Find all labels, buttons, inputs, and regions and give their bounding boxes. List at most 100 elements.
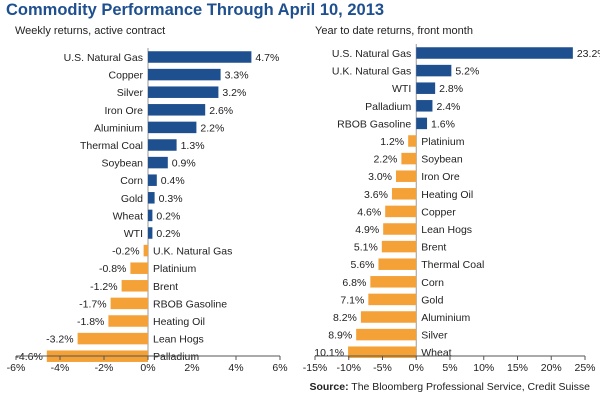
ytd-x-tick-label: 10% bbox=[473, 362, 494, 374]
weekly-value-label: 0.4% bbox=[161, 175, 185, 187]
ytd-category-label: Iron Ore bbox=[421, 171, 460, 183]
ytd-bar bbox=[370, 276, 417, 288]
weekly-bar bbox=[148, 86, 219, 98]
ytd-value-label: 3.6% bbox=[364, 189, 388, 201]
weekly-x-tick-label: 0% bbox=[140, 362, 155, 374]
weekly-x-tick-label: 6% bbox=[272, 362, 287, 374]
weekly-x-tick-label: 4% bbox=[228, 362, 243, 374]
weekly-value-label: 3.3% bbox=[225, 70, 249, 82]
ytd-bar bbox=[401, 152, 417, 165]
ytd-bar bbox=[368, 293, 417, 306]
ytd-category-label: Copper bbox=[421, 206, 456, 218]
weekly-value-label: 1.3% bbox=[181, 140, 205, 152]
weekly-category-label: Aluminium bbox=[94, 122, 143, 134]
page-title: Commodity Performance Through April 10, … bbox=[6, 1, 385, 19]
ytd-x-tick-label: -10% bbox=[336, 362, 361, 374]
ytd-bar bbox=[416, 100, 433, 112]
weekly-value-label: 0.2% bbox=[156, 210, 180, 222]
ytd-value-label: 5.1% bbox=[354, 242, 378, 254]
weekly-value-label: 4.7% bbox=[255, 52, 279, 64]
weekly-category-label: WTI bbox=[124, 228, 143, 240]
weekly-bar bbox=[148, 192, 155, 204]
weekly-category-label: Soybean bbox=[102, 158, 144, 170]
weekly-bar bbox=[148, 139, 177, 151]
ytd-bar bbox=[381, 240, 417, 253]
weekly-x-tick-label: -2% bbox=[95, 362, 114, 374]
ytd-value-label: 5.2% bbox=[455, 66, 479, 78]
ytd-category-label: U.K. Natural Gas bbox=[332, 66, 411, 78]
weekly-value-label: 2.6% bbox=[209, 105, 233, 117]
weekly-value-label: 0.9% bbox=[172, 158, 196, 170]
chart-left-subtitle: Weekly returns, active contract bbox=[15, 25, 166, 37]
ytd-value-label: 1.6% bbox=[431, 118, 455, 130]
ytd-x-tick-label: -5% bbox=[373, 362, 392, 374]
ytd-value-label: 10.1% bbox=[314, 347, 344, 359]
weekly-category-label: U.S. Natural Gas bbox=[64, 52, 143, 64]
ytd-x-tick-label: 15% bbox=[507, 362, 528, 374]
ytd-x-tick-label: 5% bbox=[442, 362, 457, 374]
ytd-bar bbox=[391, 188, 417, 200]
chart-weekly-returns: U.S. Natural Gas 4.7% Copper 3.3% Silver 3.2%… bbox=[7, 48, 288, 374]
ytd-value-label: 8.2% bbox=[333, 312, 357, 324]
weekly-bar bbox=[148, 227, 153, 239]
ytd-category-label: Palladium bbox=[365, 101, 411, 113]
ytd-value-label: 23.2% bbox=[577, 48, 600, 60]
ytd-bar bbox=[416, 82, 436, 94]
ytd-bar bbox=[385, 205, 417, 218]
ytd-value-label: 3.0% bbox=[368, 171, 392, 183]
ytd-value-label: 1.2% bbox=[380, 136, 404, 148]
weekly-category-label: Heating Oil bbox=[153, 316, 205, 328]
ytd-category-label: Gold bbox=[421, 294, 443, 306]
weekly-category-label: Brent bbox=[153, 281, 178, 293]
weekly-value-label: -1.2% bbox=[90, 281, 117, 293]
weekly-value-label: -0.2% bbox=[112, 246, 139, 258]
ytd-category-label: Thermal Coal bbox=[421, 259, 484, 271]
weekly-category-label: Copper bbox=[109, 70, 144, 82]
weekly-category-label: Iron Ore bbox=[104, 105, 143, 117]
ytd-x-tick-label: 25% bbox=[574, 362, 595, 374]
ytd-category-label: Heating Oil bbox=[421, 189, 473, 201]
ytd-x-tick-label: 0% bbox=[409, 362, 424, 374]
weekly-bar bbox=[108, 315, 148, 327]
ytd-category-label: Brent bbox=[421, 242, 446, 254]
weekly-x-tick-label: 2% bbox=[184, 362, 199, 374]
ytd-category-label: RBOB Gasoline bbox=[337, 118, 411, 130]
ytd-bar bbox=[408, 135, 417, 147]
weekly-x-tick-label: -6% bbox=[7, 362, 26, 374]
weekly-value-label: -3.2% bbox=[46, 334, 73, 346]
ytd-category-label: U.S. Natural Gas bbox=[332, 48, 411, 60]
weekly-value-label: -1.8% bbox=[77, 316, 104, 328]
ytd-category-label: Corn bbox=[421, 277, 444, 289]
chart-right-subtitle: Year to date returns, front month bbox=[315, 25, 473, 37]
ytd-category-label: Wheat bbox=[421, 347, 451, 359]
ytd-value-label: 5.6% bbox=[351, 259, 375, 271]
ytd-bar bbox=[360, 311, 417, 323]
ytd-value-label: 2.4% bbox=[436, 101, 460, 113]
weekly-category-label: Palladium bbox=[153, 351, 199, 363]
ytd-x-tick-label: -15% bbox=[303, 362, 328, 374]
weekly-value-label: 0.3% bbox=[159, 193, 183, 205]
weekly-value-label: 3.2% bbox=[222, 87, 246, 99]
weekly-bar bbox=[148, 209, 153, 222]
ytd-x-tick-label: 20% bbox=[541, 362, 562, 374]
weekly-bar bbox=[110, 297, 148, 310]
weekly-x-tick-label: -4% bbox=[51, 362, 70, 374]
weekly-bar bbox=[130, 262, 148, 274]
weekly-value-label: 0.2% bbox=[156, 228, 180, 240]
ytd-category-label: Soybean bbox=[421, 154, 463, 166]
ytd-category-label: Platinium bbox=[421, 136, 464, 148]
weekly-bar bbox=[143, 244, 148, 257]
ytd-category-label: WTI bbox=[392, 83, 411, 95]
source-label: Source: bbox=[309, 381, 349, 393]
ytd-value-label: 7.1% bbox=[340, 294, 364, 306]
weekly-category-label: Gold bbox=[121, 193, 143, 205]
weekly-bar bbox=[148, 68, 221, 81]
ytd-category-label: Aluminium bbox=[421, 312, 470, 324]
ytd-value-label: 4.9% bbox=[355, 224, 379, 236]
ytd-value-label: 2.2% bbox=[373, 154, 397, 166]
weekly-category-label: Corn bbox=[120, 175, 143, 187]
chart-ytd-returns: U.S. Natural Gas 23.2% U.K. Natural Gas 5.2… bbox=[303, 44, 600, 374]
ytd-bar bbox=[416, 117, 428, 130]
ytd-bar bbox=[383, 223, 417, 235]
